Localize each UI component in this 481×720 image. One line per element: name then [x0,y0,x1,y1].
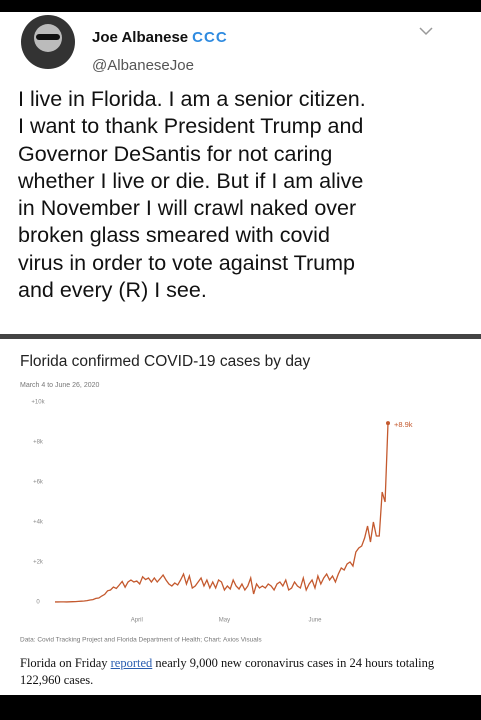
tweet-text: I live in Florida. I am a senior citizen… [18,86,366,304]
line [54,423,389,603]
tweet: Joe Albanese CCC @AlbaneseJoe I live in F… [0,12,481,334]
tweet-line: Governor DeSantis for not caring [18,141,333,166]
caption-text: nearly 9,000 new coronavirus cases in 24… [20,656,435,687]
chart-subtitle: March 4 to June 26, 2020 [20,382,99,389]
y-tick-label: +6k [33,480,44,486]
tweet-header-graphics [21,15,433,69]
x-tick-label: April [131,618,143,624]
caption: Florida on Friday reported nearly 9,000 … [20,655,450,689]
article-card[interactable]: Florida confirmed COVID-19 cases by day … [0,339,481,695]
x-tick-label: May [219,618,230,624]
tweet-line: broken glass smeared with covid [18,223,330,248]
avatar-glasses [36,34,60,40]
tweet-line: and every (R) I see. [18,278,207,303]
y-tick-label: +10k [31,400,45,406]
y-tick-label: +2k [33,560,44,566]
user-name[interactable]: Joe Albanese CCC [92,29,228,46]
name-text[interactable]: Joe Albanese [92,29,189,46]
chart-title: Florida confirmed COVID-19 cases by day [20,353,311,370]
chevron[interactable] [419,27,433,36]
caption-link[interactable]: reported [110,656,153,670]
tweet-line: I want to thank President Trump and [18,114,364,139]
badges: CCC [192,29,228,46]
y-tick-label: +8k [33,440,44,446]
x-tick-label: June [308,618,322,624]
user-handle[interactable]: @AlbaneseJoe [92,57,194,74]
divider [0,334,481,339]
y-tick-label: 0 [36,600,40,606]
caption-text: Florida on Friday [20,656,111,670]
chart: Florida confirmed COVID-19 cases by day … [20,353,413,644]
tweet-line: I live in Florida. I am a senior citizen… [18,87,366,111]
end-marker [386,421,390,426]
chart-source: Data: Covid Tracking Project and Florida… [20,637,262,644]
tweet-line: virus in order to vote against Trump [18,250,355,275]
annotation: +8.9k [394,420,413,429]
y-tick-label: +4k [33,520,44,526]
tweet-line: whether I live or die. But if I am alive [18,168,364,193]
tweet-line: in November I will crawl naked over [18,196,357,221]
